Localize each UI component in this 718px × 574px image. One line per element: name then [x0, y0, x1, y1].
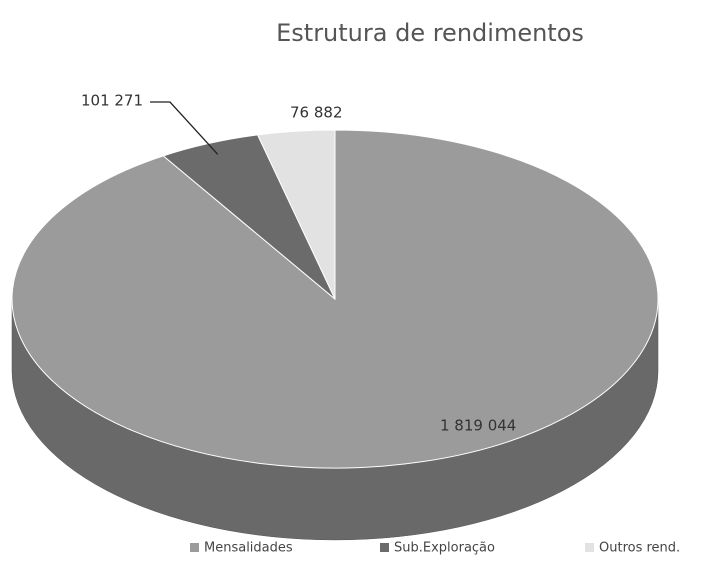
legend-swatch	[585, 543, 594, 552]
legend-swatch	[190, 543, 199, 552]
leader-line	[150, 101, 219, 155]
chart-title: Estrutura de rendimentos	[276, 19, 584, 47]
legend: Mensalidades Sub.Exploração Outros rend.	[190, 541, 680, 556]
data-label: 76 882	[290, 104, 343, 122]
legend-label: Sub.Exploração	[394, 541, 495, 556]
legend-label: Mensalidades	[204, 541, 293, 556]
pie-slice	[256, 129, 336, 300]
data-label: 1 819 044	[440, 417, 516, 435]
legend-swatch	[380, 543, 389, 552]
legend-label: Outros rend.	[599, 541, 680, 556]
data-label: 101 271	[81, 92, 143, 110]
pie: 1 819 044 101 271 76 882	[11, 92, 659, 541]
